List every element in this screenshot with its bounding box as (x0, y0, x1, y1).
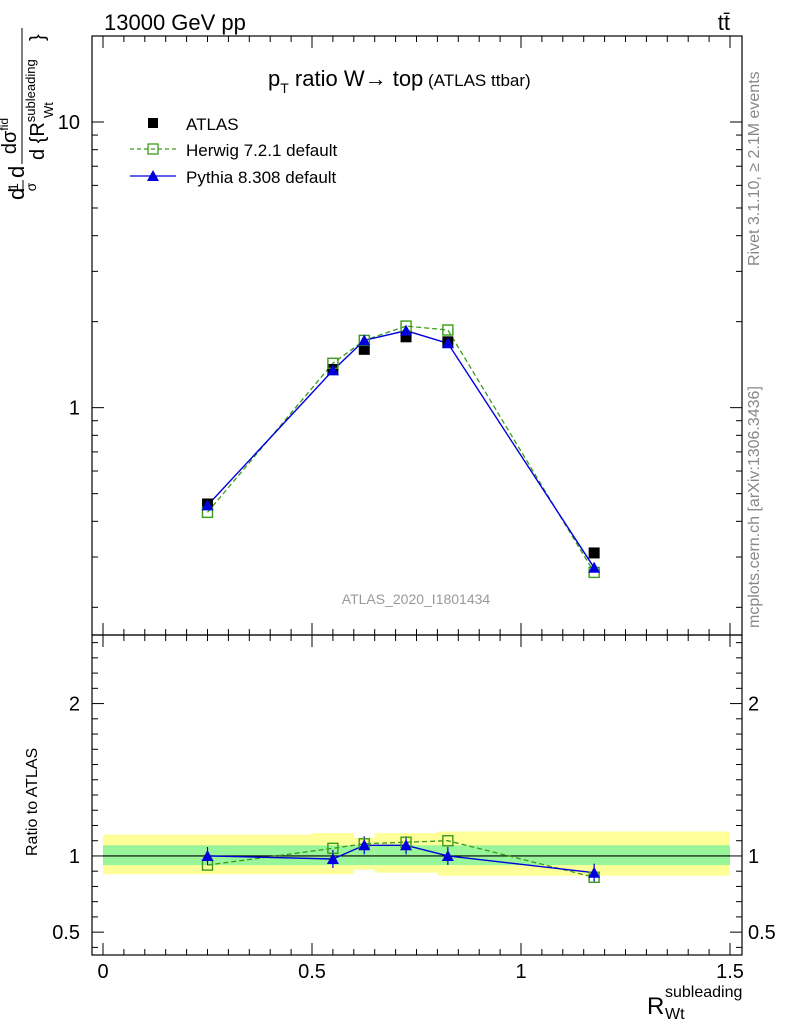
legend-marker-pythia (147, 170, 159, 181)
process-label: tt̄ (718, 10, 730, 35)
svg-text:1: 1 (5, 183, 21, 191)
svg-text:d {Rsubleading: d {Rsubleading (23, 59, 49, 160)
pythia-ratio-point (588, 866, 601, 878)
ratio-tick-label-right: 1 (748, 846, 759, 868)
pythia-ratio-point (326, 853, 339, 864)
x-tick-label: 0 (97, 961, 108, 983)
title-rest: ratio W→ top (289, 66, 423, 91)
svg-text:σ: σ (23, 182, 39, 191)
ratio-frame (91, 634, 743, 956)
pythia-point (400, 324, 413, 336)
pythia-ratio-point (201, 849, 214, 861)
ylabel-dsigma-sup: fid (0, 118, 11, 131)
legend-label-atlas: ATLAS (186, 115, 239, 134)
herwig-point (442, 324, 454, 336)
ylabel-frac-num: 1 (5, 183, 21, 191)
ratio-tick-label-right: 0.5 (748, 922, 776, 944)
svg-text:dσfid: dσfid (0, 118, 21, 154)
x-axis-label: R (647, 993, 664, 1020)
ratio-tick-label: 0.5 (52, 922, 80, 944)
ratio-tick-label: 1 (69, 846, 80, 868)
pythia-ratio-point (400, 839, 413, 851)
svg-text:}: } (27, 34, 49, 41)
x-tick-label: 1 (515, 961, 526, 983)
ratio-y-label: Ratio to ATLAS (24, 748, 41, 856)
legend: ATLAS Herwig 7.2.1 default Pythia 8.308 … (130, 115, 337, 187)
x-tick-label: 0.5 (298, 961, 326, 983)
ratio-tick-label: 2 (69, 694, 80, 716)
pythia-point (201, 499, 214, 511)
ylabel-dsigma: dσ (0, 130, 21, 154)
atlas-point (400, 331, 412, 343)
ylabel-frac-den: σ (23, 182, 39, 191)
herwig-ratio-line (207, 840, 595, 878)
svg-text:d: d (4, 166, 29, 178)
x-axis-label-sub: Wt (665, 1006, 685, 1023)
svg-text:Wt: Wt (41, 102, 56, 118)
pythia-point (326, 364, 339, 376)
ylabel-d: d (4, 166, 29, 178)
pythia-ratio-point (358, 839, 371, 851)
legend-label-herwig: Herwig 7.2.1 default (186, 141, 337, 160)
mcplots-label: mcplots.cern.ch [arXiv:1306.3436] (746, 386, 763, 628)
x-tick-label: 1.5 (716, 961, 744, 983)
band-inner-3 (374, 845, 438, 866)
xlabel-main: R (647, 993, 664, 1020)
legend-marker-atlas (148, 118, 158, 128)
ylabel-denom-sup: subleading (23, 59, 38, 122)
legend-marker-herwig (147, 143, 159, 155)
herwig-line (207, 325, 595, 573)
ylabel-denom: d {R (27, 122, 49, 160)
title-sub: T (280, 80, 289, 96)
atlas-point (358, 343, 370, 355)
ylabel-close: } (27, 34, 49, 41)
ratio-tick-label-right: 2 (748, 694, 759, 716)
atlas-point (588, 547, 600, 559)
pythia-ratio-line (207, 844, 595, 874)
ylabel-denom-sub: Wt (41, 102, 56, 118)
herwig-ratio-point (442, 835, 454, 847)
pythia-line (206, 329, 595, 569)
energy-label: 13000 GeV pp (104, 10, 246, 35)
y-axis-label: d 1 σ d dσfid d {Rsubleading Wt } (0, 28, 56, 200)
title-main: p (268, 66, 280, 91)
rivet-label: Rivet 3.1.10, ≥ 2.1M events (746, 71, 763, 266)
analysis-label: ATLAS_2020_I1801434 (342, 591, 491, 607)
y-tick-label: 1 (69, 398, 80, 420)
y-tick-label: 10 (58, 112, 80, 134)
pythia-point (588, 561, 601, 573)
chart-title: pT ratio W→ top (ATLAS ttbar) (268, 66, 531, 96)
pythia-point (441, 337, 454, 349)
pythia-point (358, 334, 371, 346)
legend-label-pythia: Pythia 8.308 default (186, 168, 337, 187)
title-small: (ATLAS ttbar) (423, 71, 530, 90)
x-axis-label-sup: subleading (665, 984, 742, 1001)
pythia-ratio-point (441, 849, 454, 861)
